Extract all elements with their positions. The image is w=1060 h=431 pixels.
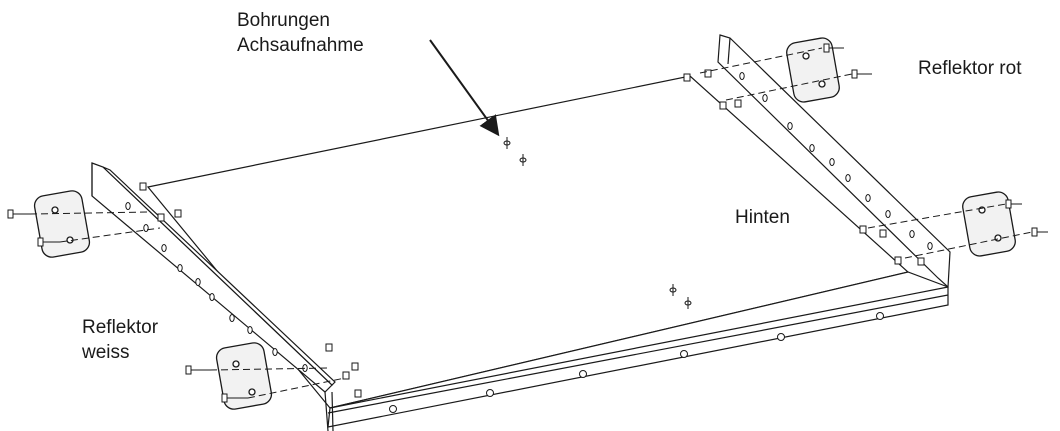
nut — [139, 182, 147, 191]
reflectors — [33, 37, 1016, 410]
screw — [221, 393, 248, 403]
reflector-right-red — [962, 191, 1016, 257]
hole — [272, 348, 278, 356]
drill-hole — [519, 154, 527, 166]
nut — [157, 213, 165, 222]
label-drill-holes-line1: Bohrungen — [237, 10, 330, 31]
nuts — [139, 69, 925, 398]
hole — [161, 244, 167, 252]
hole — [579, 370, 587, 378]
nut — [683, 73, 691, 82]
drill-hole — [684, 297, 692, 309]
nut — [351, 362, 359, 371]
label-rear: Hinten — [735, 207, 790, 228]
nut — [342, 371, 350, 380]
hole — [829, 158, 835, 166]
label-drill-holes-line2: Achsaufnahme — [237, 35, 364, 56]
right-wall-holes — [739, 72, 933, 250]
left-wall-holes — [125, 202, 308, 372]
hole — [777, 333, 785, 341]
screws — [7, 43, 1048, 403]
hole — [739, 72, 745, 80]
nut — [917, 257, 925, 266]
hole — [177, 264, 183, 272]
hole — [143, 224, 149, 232]
hole — [389, 405, 397, 413]
screw — [7, 209, 30, 219]
hole — [125, 202, 131, 210]
hole — [247, 326, 253, 334]
reflector-top-red — [786, 37, 840, 103]
hole — [885, 210, 891, 218]
reflector-bottom-white — [215, 342, 273, 410]
label-reflector-red: Reflektor rot — [918, 58, 1022, 79]
hole — [865, 194, 871, 202]
hole — [195, 278, 201, 286]
hole — [229, 314, 235, 322]
hole — [909, 230, 915, 238]
base-plate — [146, 75, 949, 428]
nut — [879, 229, 887, 238]
hole — [876, 312, 884, 320]
screw — [823, 43, 844, 53]
nut — [325, 343, 333, 352]
label-reflector-white: Reflektor weiss — [82, 315, 158, 365]
nut — [704, 69, 712, 78]
assembly-lines — [29, 47, 1033, 399]
nut — [719, 101, 727, 110]
screw — [37, 237, 60, 247]
nut — [734, 99, 742, 108]
nut — [174, 209, 182, 218]
screw — [1005, 199, 1022, 209]
front-edge-holes — [389, 312, 884, 413]
hole — [809, 144, 815, 152]
hole — [787, 122, 793, 130]
screw — [1031, 227, 1048, 237]
callout-arrow — [429, 39, 500, 137]
drill-hole — [669, 284, 677, 296]
hole — [486, 389, 494, 397]
hole — [845, 174, 851, 182]
nut — [894, 256, 902, 265]
label-reflector-white-line2: weiss — [82, 342, 130, 363]
screw — [851, 69, 872, 79]
drill-hole — [503, 137, 511, 149]
reflector-left-white — [33, 190, 91, 258]
label-drill-holes: Bohrungen Achsaufnahme — [237, 8, 364, 58]
axle-drill-holes — [503, 137, 692, 309]
label-reflector-white-line1: Reflektor — [82, 317, 159, 338]
hole — [927, 242, 933, 250]
hole — [762, 94, 768, 102]
nut — [354, 389, 362, 398]
front-flange — [324, 391, 334, 431]
nut — [859, 225, 867, 234]
screw — [185, 365, 210, 375]
hole — [680, 350, 688, 358]
hole — [209, 293, 215, 301]
